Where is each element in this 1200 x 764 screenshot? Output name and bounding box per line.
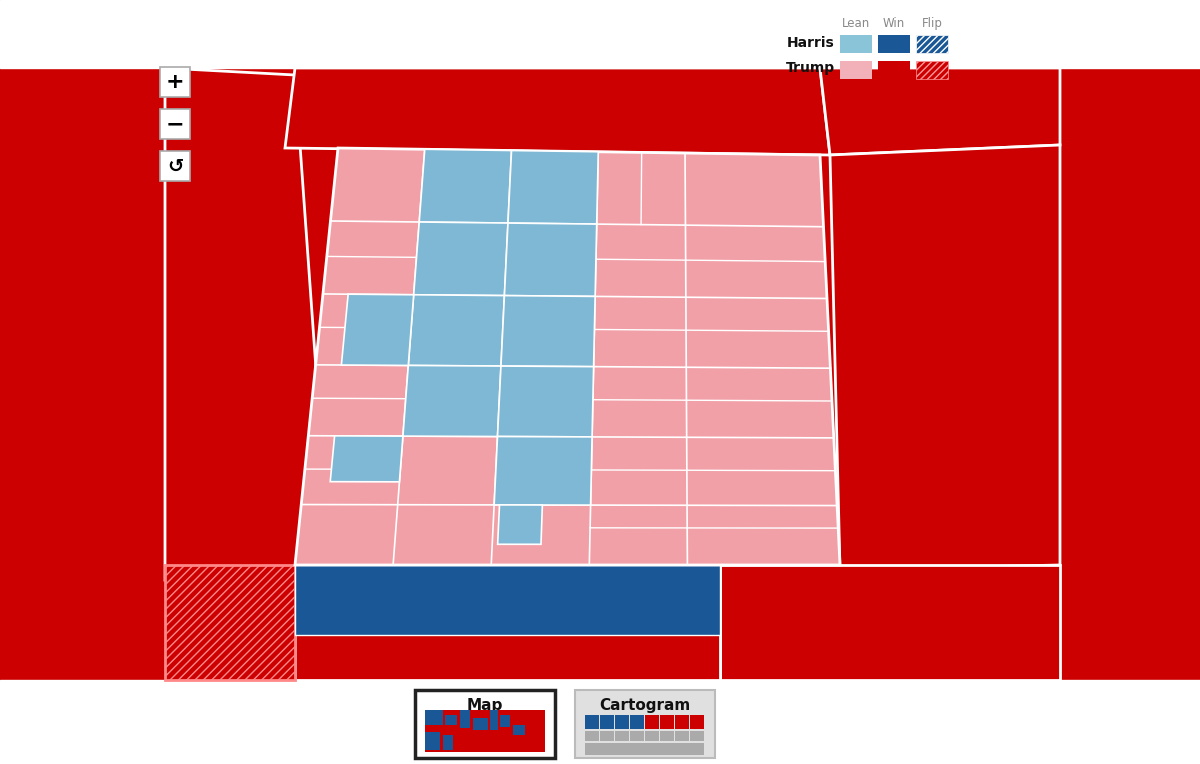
Bar	[490, 710, 498, 730]
Polygon shape	[286, 68, 830, 155]
Text: −: −	[166, 114, 185, 134]
Text: ↺: ↺	[167, 157, 184, 176]
Bar	[614, 715, 629, 729]
Bar	[500, 715, 510, 727]
Bar	[0, 680, 1200, 764]
Bar	[916, 35, 948, 53]
Text: Cartogram: Cartogram	[599, 698, 691, 713]
Polygon shape	[295, 565, 720, 680]
Polygon shape	[498, 366, 594, 437]
Bar	[600, 715, 614, 729]
Polygon shape	[166, 68, 330, 580]
FancyBboxPatch shape	[160, 67, 190, 97]
Text: +: +	[166, 72, 185, 92]
Bar	[630, 715, 644, 729]
Polygon shape	[403, 365, 500, 436]
Bar	[840, 61, 872, 79]
Polygon shape	[295, 148, 840, 565]
FancyBboxPatch shape	[160, 151, 190, 181]
FancyBboxPatch shape	[575, 690, 715, 758]
Polygon shape	[166, 565, 295, 680]
Text: Map: Map	[467, 698, 503, 713]
Polygon shape	[504, 223, 596, 296]
Bar	[600, 731, 614, 741]
Bar	[690, 715, 704, 729]
Bar	[840, 35, 872, 53]
Bar	[878, 61, 910, 79]
Bar	[916, 61, 948, 79]
Bar	[660, 715, 674, 729]
FancyBboxPatch shape	[160, 109, 190, 139]
Polygon shape	[408, 295, 504, 366]
Bar	[878, 35, 910, 53]
Bar	[660, 731, 674, 741]
Bar	[460, 710, 470, 728]
Polygon shape	[419, 149, 511, 223]
Polygon shape	[508, 151, 599, 224]
Bar	[512, 725, 524, 735]
Text: Lean: Lean	[842, 17, 870, 30]
Bar	[584, 731, 599, 741]
FancyBboxPatch shape	[415, 690, 554, 758]
Bar	[646, 715, 659, 729]
Bar	[443, 735, 454, 750]
Polygon shape	[820, 68, 1060, 155]
Bar	[425, 732, 440, 750]
Polygon shape	[330, 435, 403, 482]
Text: Flip: Flip	[922, 17, 942, 30]
Text: Win: Win	[883, 17, 905, 30]
Polygon shape	[830, 145, 1060, 570]
Bar	[0, 0, 1200, 68]
Polygon shape	[414, 222, 508, 296]
Text: Harris: Harris	[787, 36, 835, 50]
Polygon shape	[500, 296, 595, 367]
Bar	[584, 715, 599, 729]
Bar	[614, 731, 629, 741]
Bar	[473, 718, 488, 730]
Bar	[674, 715, 689, 729]
Bar	[674, 731, 689, 741]
Polygon shape	[341, 294, 414, 365]
Bar	[425, 710, 443, 725]
Bar	[584, 743, 704, 755]
Bar	[646, 731, 659, 741]
Bar	[425, 710, 545, 752]
Bar	[690, 731, 704, 741]
Bar	[630, 731, 644, 741]
Polygon shape	[295, 565, 720, 635]
Bar	[445, 715, 457, 725]
Text: Trump: Trump	[786, 61, 835, 75]
Polygon shape	[494, 436, 592, 505]
Polygon shape	[498, 505, 542, 544]
Polygon shape	[720, 565, 1060, 680]
